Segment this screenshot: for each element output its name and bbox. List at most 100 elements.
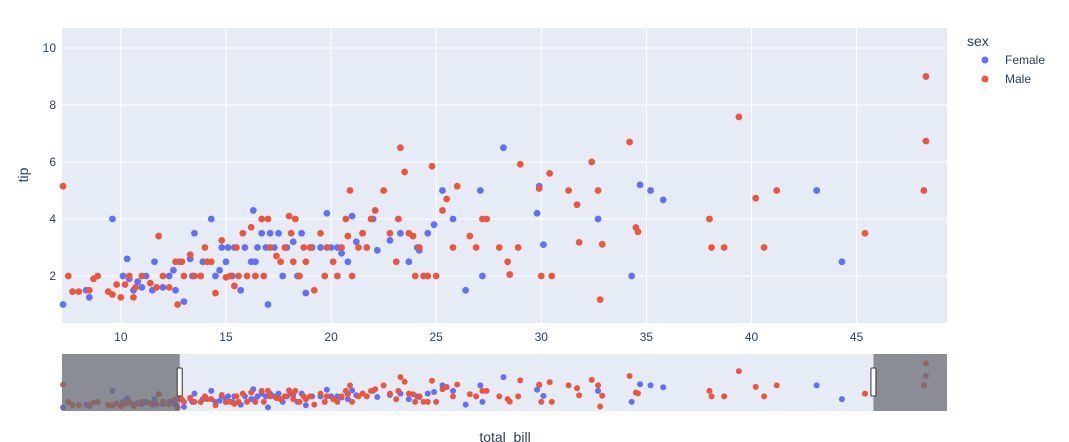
point-male	[201, 244, 209, 251]
point-male	[516, 160, 524, 168]
slider-point-male	[412, 398, 419, 405]
y-tick-label: 4	[49, 212, 56, 226]
point-male	[397, 144, 404, 152]
point-female	[424, 229, 432, 237]
point-male	[504, 258, 512, 266]
point-female	[119, 272, 127, 280]
point-female	[207, 215, 215, 223]
point-male	[735, 113, 743, 121]
slider-point-male	[721, 393, 728, 400]
point-male	[172, 258, 179, 266]
slider-point-male	[311, 401, 318, 408]
slider-point-male	[708, 393, 715, 400]
slider-point-male	[761, 393, 768, 400]
point-male	[363, 244, 371, 251]
point-male	[153, 283, 160, 291]
point-male	[317, 229, 324, 237]
point-male	[251, 272, 259, 280]
point-female	[476, 187, 484, 194]
slider-point-male	[546, 379, 553, 386]
point-male	[367, 215, 375, 223]
point-male	[449, 244, 457, 251]
slider-point-male	[401, 378, 408, 385]
point-male	[626, 138, 633, 146]
point-female	[373, 246, 381, 254]
point-male	[212, 289, 219, 297]
legend-item-female[interactable]: Female	[981, 53, 1046, 67]
point-male	[760, 244, 768, 251]
slider-point-male	[239, 390, 246, 397]
point-male	[346, 187, 354, 194]
slider-point-male	[506, 398, 513, 405]
point-male	[75, 288, 83, 296]
point-female	[216, 266, 224, 274]
y-tick-label: 10	[43, 41, 57, 55]
slider-point-female	[838, 396, 845, 403]
slider-point-male	[233, 393, 240, 400]
slider-point-female	[225, 393, 232, 400]
slider-point-male	[479, 387, 486, 394]
point-male	[565, 187, 573, 194]
slider-point-female	[191, 390, 198, 397]
slider-point-male	[424, 398, 431, 405]
slider-point-male	[395, 387, 402, 394]
point-male	[392, 258, 400, 266]
point-female	[237, 286, 245, 294]
point-male	[472, 244, 480, 251]
slider-point-male	[372, 386, 379, 393]
y-tick-label: 2	[49, 269, 56, 283]
point-male	[535, 185, 543, 192]
slider-point-male	[595, 382, 602, 389]
point-male	[323, 244, 331, 251]
x-tick-label: 15	[219, 330, 233, 344]
point-female	[224, 244, 232, 251]
point-male	[155, 232, 163, 240]
x-tick-label: 10	[114, 330, 128, 344]
slider-point-female	[424, 390, 431, 397]
slider-point-male	[187, 394, 194, 401]
slider-point-male	[258, 387, 265, 394]
slider-point-female	[813, 382, 820, 389]
slider-point-male	[473, 393, 480, 400]
point-male	[281, 244, 289, 251]
point-male	[773, 187, 781, 194]
point-female	[462, 286, 470, 294]
main-markers[interactable]	[59, 73, 930, 308]
point-male	[415, 244, 423, 251]
point-male	[575, 238, 583, 246]
point-female	[222, 258, 230, 266]
rangeslider-handle-left[interactable]	[176, 367, 183, 397]
point-male	[432, 272, 440, 280]
slider-point-male	[454, 381, 461, 388]
point-female	[500, 144, 507, 152]
slider-point-male	[346, 382, 353, 389]
legend-item-male[interactable]: Male	[981, 72, 1032, 86]
slider-point-male	[449, 393, 456, 400]
point-male	[266, 244, 274, 251]
point-female	[109, 215, 116, 223]
point-male	[321, 272, 329, 280]
point-female	[628, 272, 636, 280]
slider-point-male	[599, 392, 606, 399]
slider-point-male	[393, 396, 400, 403]
point-male	[634, 228, 642, 236]
point-female	[275, 229, 282, 237]
point-male	[273, 252, 280, 260]
main-plot-area[interactable]	[62, 28, 947, 323]
point-male	[218, 236, 226, 244]
rangeslider-handles[interactable]	[176, 367, 877, 397]
point-male	[394, 215, 402, 223]
point-female	[180, 298, 188, 306]
point-male	[548, 272, 556, 280]
point-female	[659, 196, 667, 204]
point-male	[338, 244, 345, 251]
slider-point-female	[540, 392, 547, 399]
rangeslider-handle-right[interactable]	[870, 367, 877, 397]
point-male	[130, 293, 137, 301]
point-male	[546, 169, 554, 177]
point-female	[533, 209, 541, 217]
point-female	[636, 181, 644, 189]
point-male	[752, 194, 760, 202]
slider-point-male	[265, 387, 272, 394]
slider-point-male	[386, 390, 393, 397]
